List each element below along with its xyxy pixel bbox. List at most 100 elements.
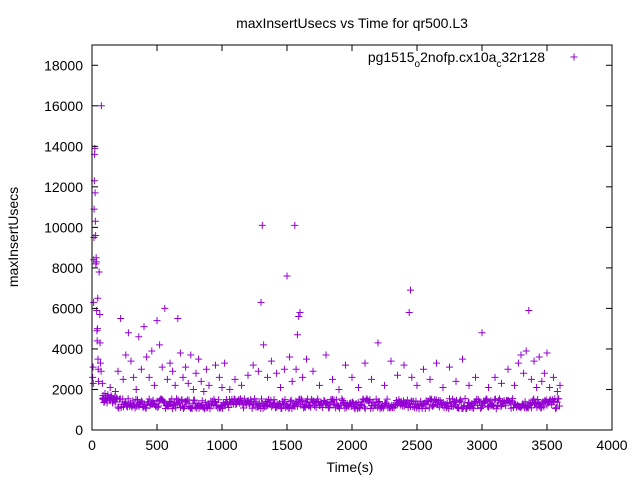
data-point: [468, 404, 476, 412]
data-point: [383, 395, 391, 403]
data-point: [270, 396, 278, 404]
data-point: [322, 399, 330, 407]
data-point: [527, 375, 535, 383]
data-point: [142, 404, 150, 412]
data-point: [472, 373, 479, 381]
data-point: [326, 401, 334, 409]
y-tick-label: 12000: [44, 179, 83, 195]
data-point: [149, 396, 157, 404]
x-tick-label: 1500: [271, 437, 302, 453]
x-tick-label: 3500: [531, 437, 562, 453]
data-point: [556, 381, 564, 389]
data-point: [296, 308, 304, 316]
data-point: [218, 383, 226, 391]
y-tick-label: 8000: [52, 260, 83, 276]
data-point: [97, 367, 105, 375]
data-point: [225, 404, 233, 412]
data-point: [546, 383, 554, 391]
data-point: [303, 355, 310, 363]
data-point: [297, 395, 305, 403]
data-point: [247, 396, 255, 404]
data-point: [153, 317, 161, 325]
y-tick-label: 14000: [44, 138, 83, 154]
data-point: [287, 396, 295, 404]
y-tick-label: 18000: [44, 57, 83, 73]
legend-marker-symbol: [570, 53, 578, 61]
data-point: [375, 398, 383, 406]
data-point: [215, 396, 223, 404]
y-tick-label: 10000: [44, 219, 83, 235]
data-point: [514, 359, 522, 367]
data-point: [459, 355, 466, 363]
data-point: [470, 404, 478, 412]
data-point: [219, 404, 227, 412]
data-point: [161, 304, 169, 312]
data-point: [174, 315, 182, 323]
data-point: [555, 395, 563, 403]
data-point: [446, 363, 453, 371]
data-point: [342, 361, 349, 369]
data-point: [504, 365, 512, 373]
chart-title: maxInsertUsecs vs Time for qr500.L3: [236, 15, 468, 31]
y-tick-label: 6000: [52, 300, 83, 316]
data-point: [106, 383, 114, 391]
data-point: [288, 377, 296, 385]
data-point: [405, 308, 413, 316]
legend-label-part-1: pg1515: [368, 49, 415, 65]
data-point: [427, 397, 435, 405]
data-point: [421, 405, 429, 413]
data-point: [540, 369, 548, 377]
data-point: [173, 395, 180, 403]
data-point: [231, 375, 239, 383]
y-tick-label: 16000: [44, 98, 83, 114]
data-point: [525, 306, 533, 314]
data-point: [521, 398, 529, 406]
data-point: [553, 388, 561, 395]
data-point: [124, 329, 132, 337]
data-point: [435, 403, 443, 411]
data-point: [511, 381, 518, 389]
data-point: [433, 359, 440, 367]
data-point: [538, 377, 546, 385]
data-point: [348, 373, 356, 381]
data-point: [221, 359, 229, 367]
data-point: [533, 383, 541, 391]
data-point: [485, 403, 492, 411]
data-point: [292, 365, 300, 373]
data-point: [338, 395, 346, 403]
legend-label-subscript-1: o: [415, 59, 421, 70]
data-point: [309, 367, 317, 375]
data-point: [522, 347, 530, 355]
data-point: [205, 381, 213, 389]
data-point: [197, 377, 205, 385]
data-point: [273, 369, 281, 377]
data-point: [478, 329, 486, 337]
data-point: [361, 359, 369, 367]
data-point: [244, 371, 252, 379]
data-point: [145, 373, 153, 381]
data-point: [419, 400, 427, 408]
data-point: [348, 399, 356, 407]
data-point: [497, 403, 505, 411]
data-point: [131, 404, 139, 412]
data-point: [509, 395, 517, 403]
data-point: [192, 369, 200, 377]
data-point: [177, 397, 185, 405]
data-point: [212, 361, 219, 369]
data-point: [184, 379, 192, 387]
data-point: [394, 371, 401, 379]
data-point: [267, 396, 275, 404]
data-point: [258, 221, 266, 229]
data-point: [485, 383, 492, 391]
data-point: [195, 355, 203, 363]
x-tick-label: 0: [88, 437, 96, 453]
x-tick-label: 2000: [336, 437, 367, 453]
data-point: [283, 272, 291, 280]
data-point: [332, 396, 340, 404]
data-point: [277, 383, 284, 391]
data-point: [281, 396, 289, 404]
legend: pg1515o2nofp.cx10ac32r128: [368, 49, 578, 70]
data-point: [248, 404, 256, 412]
data-point: [101, 390, 109, 398]
data-point: [311, 402, 319, 410]
